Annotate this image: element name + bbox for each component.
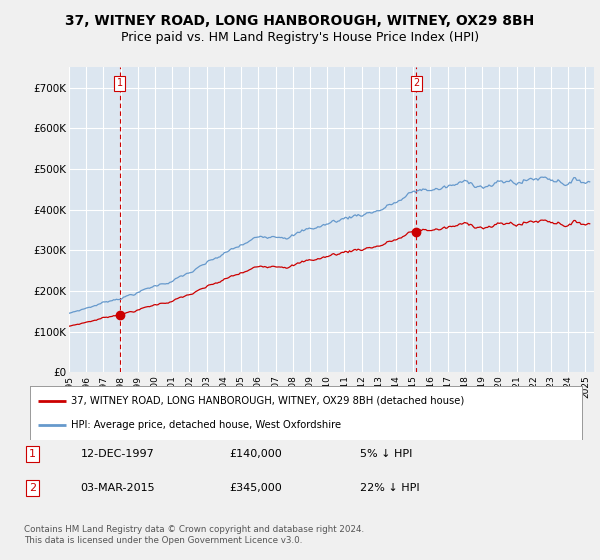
Text: Contains HM Land Registry data © Crown copyright and database right 2024.
This d: Contains HM Land Registry data © Crown c… [24,525,364,545]
Text: 5% ↓ HPI: 5% ↓ HPI [360,449,412,459]
Text: £345,000: £345,000 [229,483,281,493]
Text: £140,000: £140,000 [229,449,281,459]
Text: 1: 1 [29,449,36,459]
Text: 12-DEC-1997: 12-DEC-1997 [80,449,154,459]
Text: Price paid vs. HM Land Registry's House Price Index (HPI): Price paid vs. HM Land Registry's House … [121,31,479,44]
Text: 2: 2 [29,483,36,493]
Text: 1: 1 [117,78,123,88]
Text: 37, WITNEY ROAD, LONG HANBOROUGH, WITNEY, OX29 8BH (detached house): 37, WITNEY ROAD, LONG HANBOROUGH, WITNEY… [71,396,464,406]
Text: HPI: Average price, detached house, West Oxfordshire: HPI: Average price, detached house, West… [71,420,341,430]
Text: 03-MAR-2015: 03-MAR-2015 [80,483,155,493]
Text: 37, WITNEY ROAD, LONG HANBOROUGH, WITNEY, OX29 8BH: 37, WITNEY ROAD, LONG HANBOROUGH, WITNEY… [65,14,535,28]
Text: 2: 2 [413,78,419,88]
Text: 22% ↓ HPI: 22% ↓ HPI [360,483,419,493]
